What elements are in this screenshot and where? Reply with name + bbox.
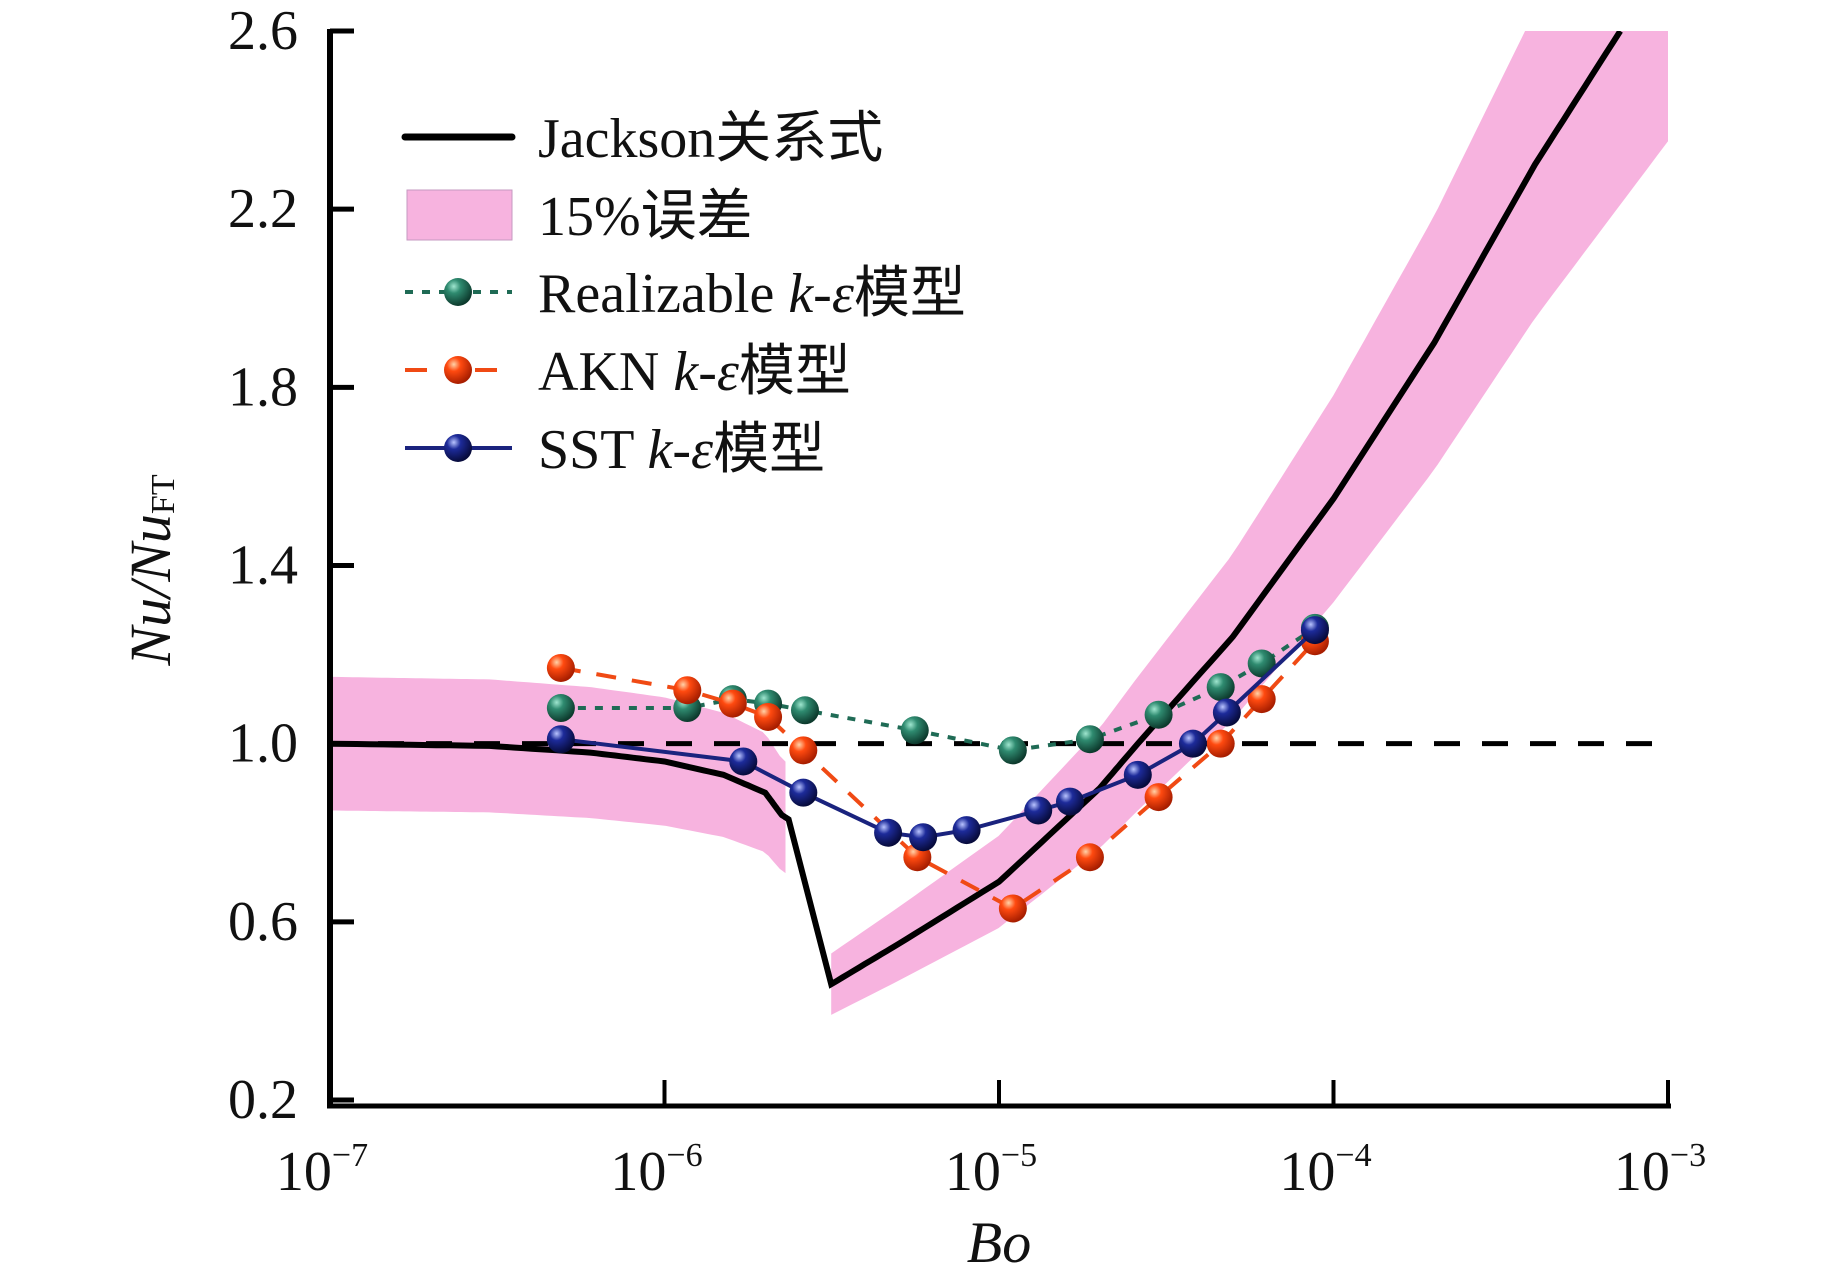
data-point-sst [1055, 787, 1084, 816]
legend-label: Jackson关系式 [538, 108, 883, 170]
legend-label-part: AKN [538, 341, 673, 403]
data-point-akn [1144, 783, 1173, 812]
legend-item-akn: AKN k-ε模型 [405, 341, 851, 403]
legend-label-part: 模型 [713, 419, 825, 481]
legend-label-part: ε [717, 341, 740, 403]
y-tick-label: 0.2 [228, 1069, 298, 1131]
x-tick-label: 10−7 [276, 1137, 368, 1203]
data-point-sst [546, 725, 575, 754]
jackson-curve [330, 31, 1623, 989]
data-point-akn [546, 653, 575, 682]
y-axis-title-main: Nu/Nu [118, 514, 183, 667]
y-tick-label: 2.6 [228, 0, 298, 62]
y-axis-title-subscript: FT [145, 474, 182, 514]
x-tick-exponent: −7 [332, 1137, 368, 1174]
legend-label-part: SST [538, 419, 647, 481]
data-point-realizable [790, 696, 819, 725]
x-tick-base: 10 [1614, 1141, 1670, 1203]
model-series-layer [546, 613, 1329, 923]
legend-item-sst: SST k-ε模型 [405, 419, 825, 481]
data-point-sst [1178, 729, 1207, 758]
x-tick-base: 10 [276, 1141, 332, 1203]
axes: 0.20.61.01.41.82.22.6 10−7 10−6 10−5 10−4 10… [228, 0, 1706, 1203]
series-akn [546, 627, 1329, 923]
legend-label-part: 模型 [739, 341, 851, 403]
series-sst [546, 616, 1329, 852]
legend-swatch-marker [444, 356, 472, 384]
data-point-akn [754, 702, 783, 731]
legend-label-part: ε [832, 263, 855, 325]
legend-item-realizable: Realizable k-ε模型 [405, 263, 966, 325]
y-axis-title: Nu/NuFT [118, 474, 183, 666]
legend-label-part: - [672, 419, 691, 481]
data-point-sst [1300, 616, 1329, 645]
legend-swatch-marker [444, 278, 472, 306]
legend-label: 15%误差 [538, 186, 753, 248]
data-point-realizable [1144, 700, 1173, 729]
data-point-akn [1075, 843, 1104, 872]
data-point-realizable [1206, 673, 1235, 702]
data-point-sst [789, 778, 818, 807]
data-point-sst [729, 747, 758, 776]
y-tick-label: 0.6 [228, 891, 298, 953]
data-point-realizable [998, 736, 1027, 765]
data-point-sst [952, 816, 981, 845]
legend-label: Realizable k-ε模型 [538, 263, 966, 325]
legend-label-part: ε [691, 419, 714, 481]
legend-label-part: - [813, 263, 832, 325]
legend-label: AKN k-ε模型 [538, 341, 851, 403]
legend-label-part: k [788, 263, 814, 325]
x-tick-base: 10 [610, 1141, 666, 1203]
data-point-akn [718, 689, 747, 718]
x-tick-label: 10−6 [610, 1137, 702, 1203]
data-point-sst [1123, 760, 1152, 789]
jackson-curve-layer [330, 31, 1623, 989]
legend-item-error-band: 15%误差 [406, 186, 753, 248]
legend-swatch-marker [444, 434, 472, 462]
y-tick-label: 1.4 [228, 535, 298, 597]
x-axis-title: Bo [967, 1210, 1031, 1271]
data-point-akn [673, 676, 702, 705]
data-point-realizable [1075, 725, 1104, 754]
x-tick-exponent: −3 [1670, 1137, 1706, 1174]
y-tick-label: 1.8 [228, 356, 298, 418]
data-point-sst [1212, 698, 1241, 727]
x-tick-label: 10−3 [1614, 1137, 1706, 1203]
data-point-akn [998, 894, 1027, 923]
legend-swatch-band [406, 189, 513, 241]
legend-label: SST k-ε模型 [538, 419, 825, 481]
data-point-realizable [546, 694, 575, 723]
data-point-akn [1247, 685, 1276, 714]
legend-label-part: k [647, 419, 673, 481]
y-tick-label: 2.2 [228, 178, 298, 240]
legend-label-part: k [673, 341, 699, 403]
x-tick-label: 10−5 [945, 1137, 1037, 1203]
x-tick-base: 10 [1279, 1141, 1335, 1203]
data-point-sst [909, 823, 938, 852]
legend-item-jackson: Jackson关系式 [401, 108, 883, 170]
x-tick-exponent: −5 [1001, 1137, 1037, 1174]
legend-label-part: 模型 [854, 263, 966, 325]
legend-label-part: Realizable [538, 263, 788, 325]
data-point-realizable [900, 716, 929, 745]
data-point-sst [1024, 796, 1053, 825]
data-point-akn [1206, 729, 1235, 758]
x-tick-base: 10 [945, 1141, 1001, 1203]
x-tick-exponent: −6 [666, 1137, 702, 1174]
x-tick-exponent: −4 [1335, 1137, 1371, 1174]
error-band-segment [330, 676, 786, 874]
error-band-segment [831, 31, 1668, 1015]
data-point-realizable [1247, 649, 1276, 678]
legend-label-part: - [698, 341, 717, 403]
data-point-akn [789, 736, 818, 765]
y-tick-label: 1.0 [228, 713, 298, 775]
data-point-sst [874, 818, 903, 847]
x-tick-label: 10−4 [1279, 1137, 1371, 1203]
error-band-layer [330, 31, 1668, 1015]
